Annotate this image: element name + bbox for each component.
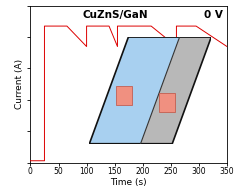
Y-axis label: Current (A): Current (A) <box>15 59 24 109</box>
Text: CuZnS/GaN: CuZnS/GaN <box>82 10 148 20</box>
X-axis label: Time (s): Time (s) <box>110 178 147 187</box>
Text: 0 V: 0 V <box>204 10 223 20</box>
